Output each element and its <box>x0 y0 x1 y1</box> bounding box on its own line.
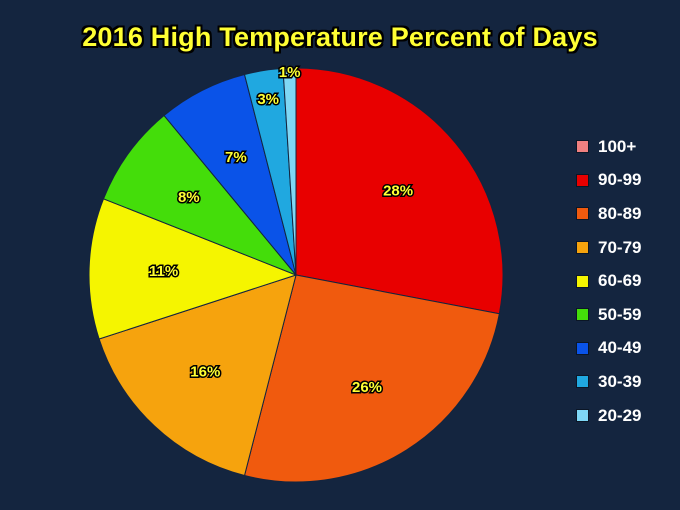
pie-slice-60-69 <box>88 198 298 340</box>
legend-item-50-59: 50-59 <box>576 298 676 332</box>
legend-swatch <box>576 409 589 423</box>
legend-item-100+: 100+ <box>576 130 676 164</box>
legend-label: 60-69 <box>598 271 642 291</box>
legend-item-70-79: 70-79 <box>576 231 676 265</box>
legend-label: 20-29 <box>598 405 642 425</box>
slice-label-30-39: 3% <box>257 91 279 108</box>
slice-label-60-69: 11% <box>149 263 178 280</box>
legend-swatch <box>576 308 589 322</box>
legend-label: 50-59 <box>598 304 642 324</box>
legend-swatch <box>576 341 589 355</box>
pie-slice-80-89 <box>243 274 500 483</box>
slice-label-20-29: 1% <box>279 64 301 81</box>
legend-item-90-99: 90-99 <box>576 164 676 198</box>
legend-label: 30-39 <box>598 371 642 391</box>
legend-swatch <box>576 140 589 154</box>
legend-swatch <box>576 375 589 389</box>
legend: 100+ 90-99 80-89 70-79 60-69 50-59 40-49 30-39 2… <box>576 130 676 432</box>
slice-label-70-79: 16% <box>190 364 220 381</box>
legend-label: 70-79 <box>598 237 642 257</box>
legend-swatch <box>576 207 589 221</box>
slice-label-80-89: 26% <box>352 379 382 396</box>
legend-item-30-39: 30-39 <box>576 365 676 399</box>
legend-swatch <box>576 241 589 255</box>
pie-slice-90-99 <box>295 67 504 315</box>
legend-label: 40-49 <box>598 338 642 358</box>
pie-slice-50-59 <box>102 114 297 276</box>
legend-item-20-29: 20-29 <box>576 399 676 433</box>
slice-label-90-99: 28% <box>383 183 413 200</box>
legend-item-80-89: 80-89 <box>576 197 676 231</box>
legend-swatch <box>576 274 589 288</box>
slice-label-40-49: 7% <box>225 149 247 166</box>
chart-title: 2016 High Temperature Percent of Days <box>82 22 598 52</box>
pie-slice-20-29 <box>282 67 297 276</box>
legend-label: 100+ <box>598 136 637 156</box>
pie-slice-70-79 <box>98 274 297 477</box>
legend-item-60-69: 60-69 <box>576 264 676 298</box>
legend-label: 90-99 <box>598 170 642 190</box>
slice-label-50-59: 8% <box>178 189 200 206</box>
legend-label: 80-89 <box>598 203 642 223</box>
legend-item-40-49: 40-49 <box>576 332 676 366</box>
legend-swatch <box>576 173 589 187</box>
